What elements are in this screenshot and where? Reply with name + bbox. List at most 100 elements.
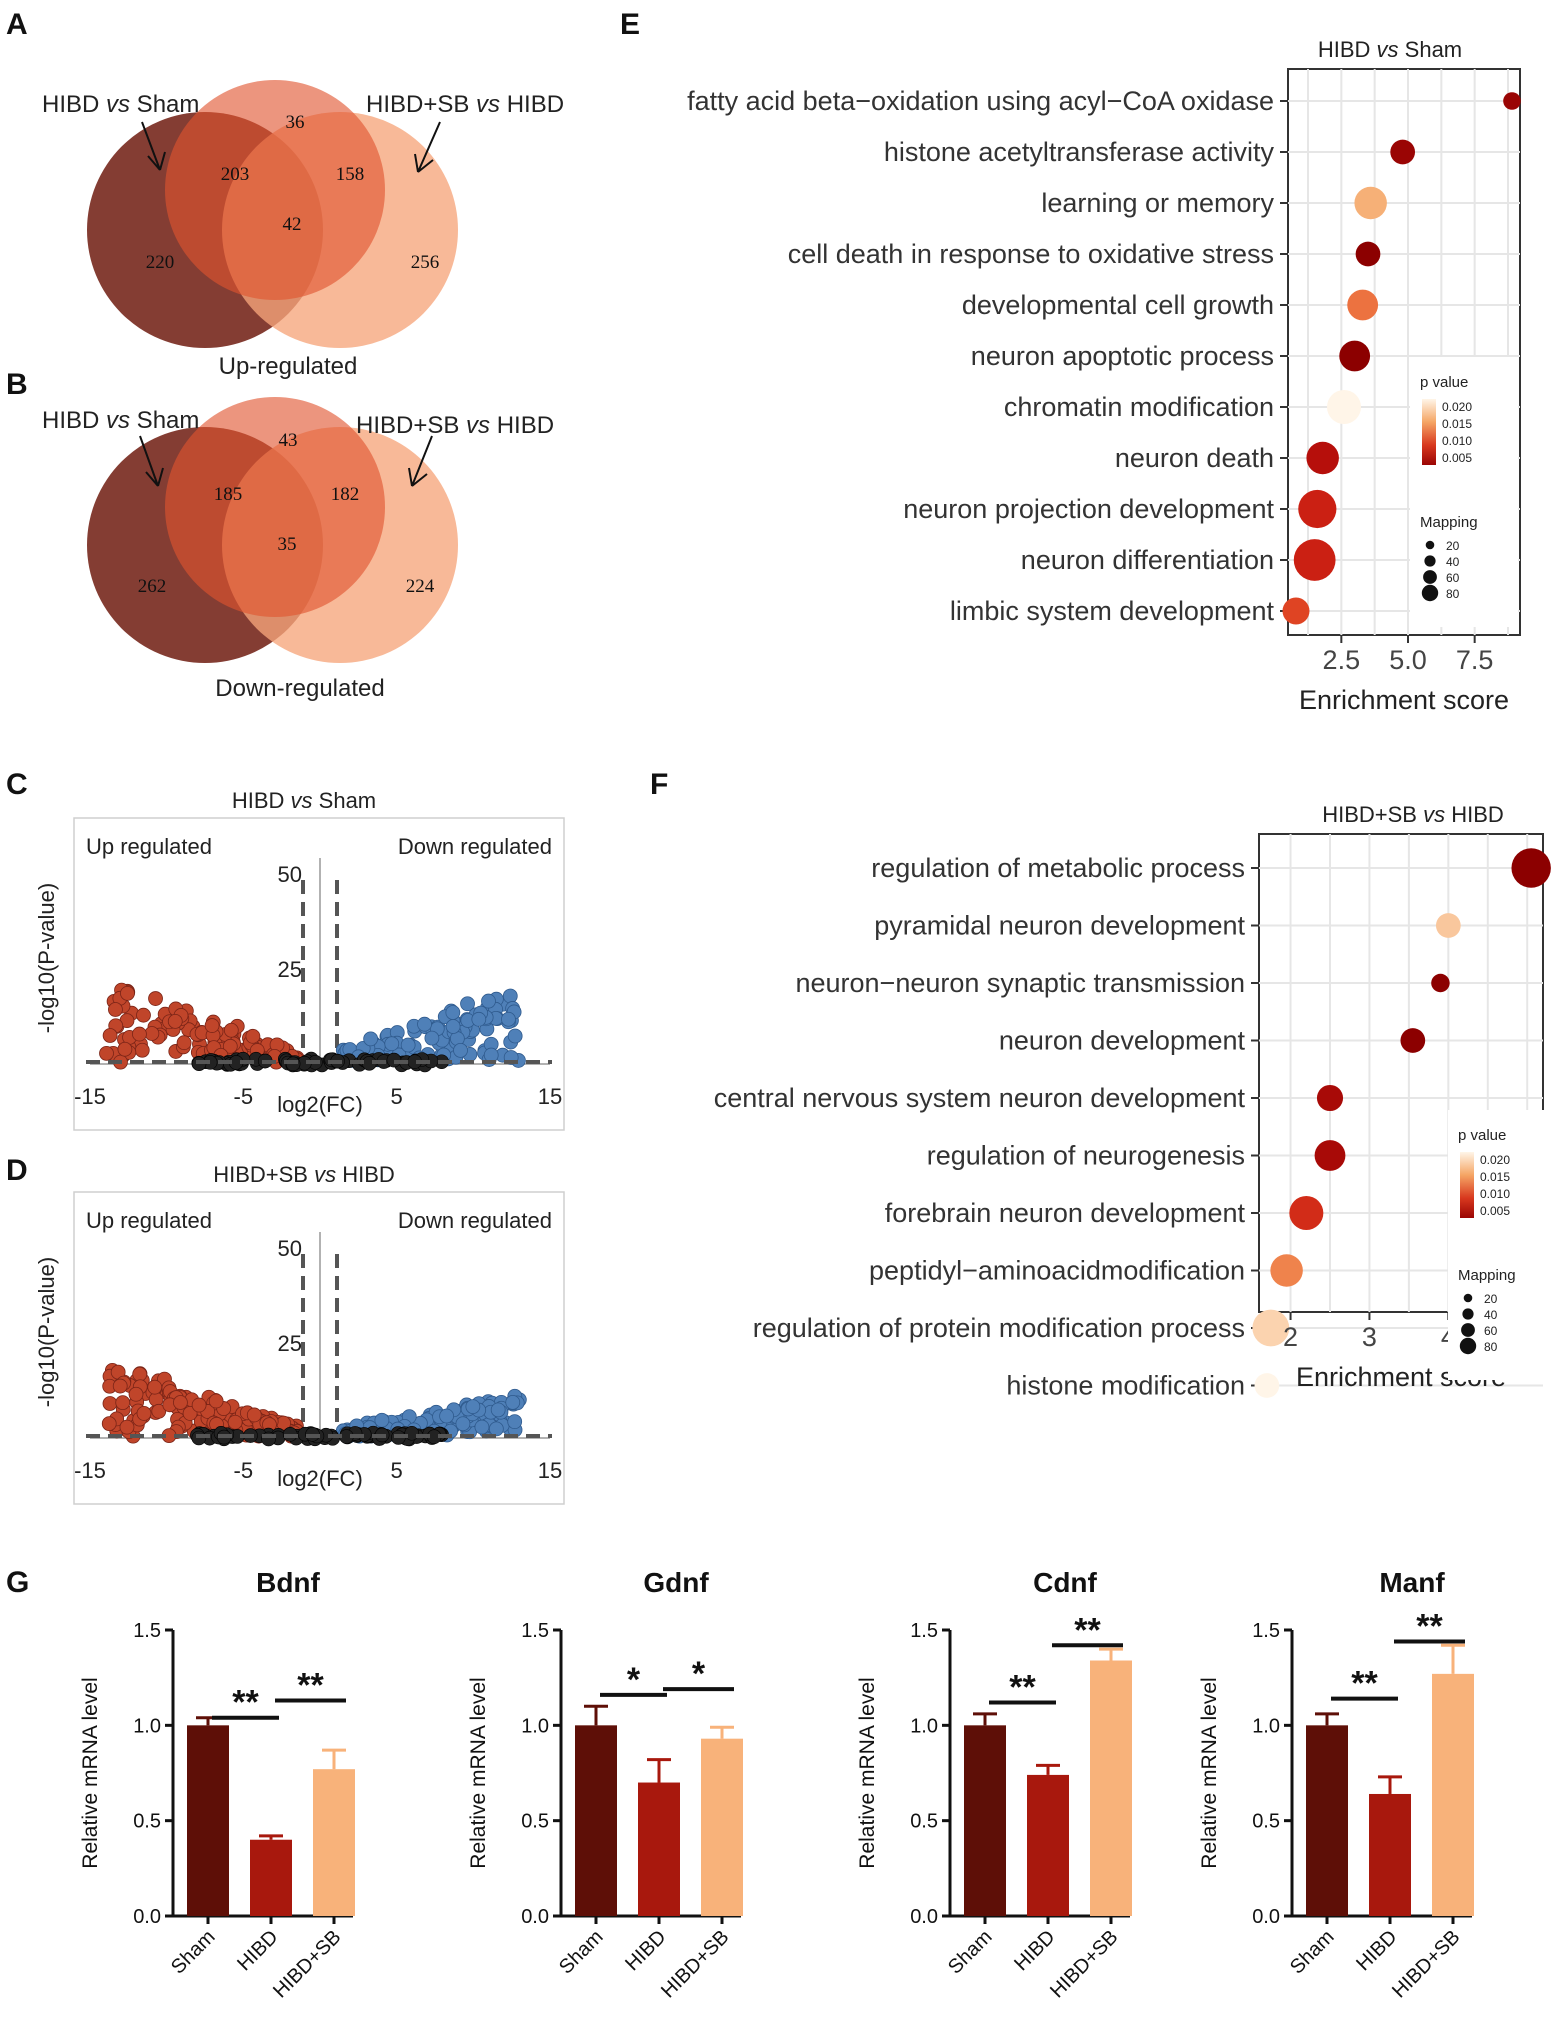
dotplot-xtick-label: 5.0 xyxy=(1389,645,1427,675)
bar-y-label: Relative mRNA level xyxy=(1198,1677,1221,1868)
volcano-point-up xyxy=(128,1386,144,1402)
dotplot-point xyxy=(1431,973,1450,993)
volcano-xtick: -5 xyxy=(234,1458,254,1483)
bar-category-label: Sham xyxy=(944,1926,997,1979)
dotplot-point xyxy=(1339,340,1371,372)
volcano-point-down xyxy=(417,1016,432,1032)
dotplot-legend-mapping-title: Mapping xyxy=(1420,514,1478,531)
dotplot-title: HIBD vs Sham xyxy=(1318,37,1462,62)
dotplot-point xyxy=(1289,1195,1324,1231)
volcano-xtick: -15 xyxy=(74,1084,106,1109)
bar-y-label: Relative mRNA level xyxy=(856,1677,879,1868)
dotplot-xtick-label: 7.5 xyxy=(1456,645,1494,675)
venn-count-top: 43 xyxy=(279,430,298,451)
bar-hibd-sb xyxy=(701,1738,743,1916)
dotplot-legend-mapping-tick: 40 xyxy=(1484,1308,1498,1322)
go-dotplot-hibd-sb-vs-hibd: HIBD+SB vs HIBD regulation of metabolic p… xyxy=(714,802,1556,1401)
volcano-point-down xyxy=(374,1412,390,1428)
volcano-y-label: -log10(P-value) xyxy=(34,883,59,1033)
dotplot-legend-pvalue-tick: 0.005 xyxy=(1442,451,1472,465)
dotplot-legend-pvalue-title: p value xyxy=(1458,1127,1506,1144)
venn-arrow-right xyxy=(414,121,441,173)
dotplot-legend-pvalue-tick: 0.010 xyxy=(1480,1187,1510,1201)
dotplot-term-label: central nervous system neuron developmen… xyxy=(714,1083,1246,1113)
dotplot-term-label: neuron−neuron synaptic transmission xyxy=(795,968,1245,998)
volcano-xtick: 5 xyxy=(391,1458,403,1483)
volcano-annotation-up: Up regulated xyxy=(86,834,212,859)
dotplot-point xyxy=(1282,597,1310,625)
dotplot-term-label: cell death in response to oxidative stre… xyxy=(788,239,1274,269)
dotplot-point xyxy=(1503,92,1521,110)
bar-sham xyxy=(187,1725,229,1916)
dotplot-point xyxy=(1390,139,1416,165)
bar-ytick-label: 1.0 xyxy=(1252,1715,1280,1737)
dotplot-legend-pvalue-title: p value xyxy=(1420,374,1468,391)
volcano-point-down xyxy=(455,1416,471,1432)
dotplot-term-label: limbic system development xyxy=(950,596,1275,626)
panel-letter-g: G xyxy=(6,1566,29,1599)
bar-category-label: HIBD+SB xyxy=(269,1926,345,2002)
panel-letter-f: F xyxy=(650,768,668,801)
dotplot-term-label: neuron development xyxy=(999,1026,1246,1056)
volcano-point-up xyxy=(246,1407,262,1423)
venn-set-label-right: HIBD+SB vs HIBD xyxy=(356,412,554,439)
significance-label-2: * xyxy=(692,1655,706,1693)
qpcr-bar-charts: Bdnf 0.0 0.5 1.0 1.5 Relative mRNA level Sham H… xyxy=(79,1567,1474,2002)
bar-ytick-label: 1.5 xyxy=(521,1620,549,1642)
dotplot-legend-colorbar xyxy=(1422,399,1436,465)
bar-category-label: HIBD+SB xyxy=(1388,1926,1464,2002)
dotplot-x-label: Enrichment score xyxy=(1299,685,1509,715)
bar-category-label: HIBD+SB xyxy=(1046,1926,1122,2002)
volcano-title: HIBD+SB vs HIBD xyxy=(213,1162,395,1187)
volcano-xtick: 15 xyxy=(538,1084,562,1109)
dotplot-legend-mapping-dot xyxy=(1424,555,1436,567)
volcano-point-up xyxy=(208,1393,224,1409)
volcano-xtick: 15 xyxy=(538,1458,562,1483)
volcano-point-down xyxy=(490,1402,506,1418)
volcano-frame xyxy=(73,1191,565,1505)
bar-ytick-label: 1.0 xyxy=(133,1715,161,1737)
volcano-point-up xyxy=(134,1042,150,1058)
bar-hibd xyxy=(1027,1774,1069,1916)
dotplot-legend-mapping-tick: 80 xyxy=(1484,1340,1498,1354)
venn-count-top: 36 xyxy=(286,112,305,133)
volcano-point-down xyxy=(445,1005,461,1020)
dotplot-legend-mapping-dot xyxy=(1462,1308,1474,1320)
bar-hibd-sb xyxy=(1090,1660,1132,1916)
bar-sham xyxy=(575,1725,617,1916)
volcano-point-up xyxy=(151,1403,167,1419)
venn-arrow-left xyxy=(141,121,166,171)
bar-sham xyxy=(1306,1725,1348,1916)
panel-letter-e: E xyxy=(620,8,640,41)
dotplot-legend-mapping-dot xyxy=(1421,584,1439,602)
dotplot-point xyxy=(1400,1028,1426,1053)
dotplot-point xyxy=(1270,1254,1303,1287)
dotplot-term-label: forebrain neuron development xyxy=(885,1198,1246,1228)
venn-set-label-left: HIBD vs Sham xyxy=(42,91,199,118)
venn-count-right-mid: 182 xyxy=(331,484,360,505)
dotplot-point xyxy=(1326,389,1362,425)
volcano-y-label: -log10(P-value) xyxy=(34,1257,59,1407)
dotplot-legend-mapping-dot xyxy=(1463,1293,1473,1303)
significance-label-1: ** xyxy=(1009,1668,1036,1706)
dotplot-term-label: peptidyl−aminoacidmodification xyxy=(869,1256,1245,1286)
dotplot-title: HIBD+SB vs HIBD xyxy=(1322,802,1504,827)
volcano-point-up xyxy=(191,1397,207,1413)
bar-y-label: Relative mRNA level xyxy=(79,1677,102,1868)
volcano-point-up xyxy=(132,1366,148,1382)
volcano-annotation-down: Down regulated xyxy=(398,834,552,859)
dotplot-legend-pvalue-tick: 0.015 xyxy=(1480,1170,1510,1184)
bar-category-label: HIBD xyxy=(1010,1926,1059,1975)
venn-circle-top xyxy=(165,80,385,300)
dotplot-point xyxy=(1347,289,1379,321)
volcano-point-down xyxy=(502,988,518,1004)
bar-ytick-label: 0.5 xyxy=(133,1811,161,1833)
volcano-ytick-50: 50 xyxy=(278,1236,302,1261)
dotplot-point xyxy=(1293,539,1336,581)
bar-ytick-label: 0.5 xyxy=(910,1811,938,1833)
volcano-point-down xyxy=(400,1037,416,1053)
volcano-plot-hibd-vs-sham: HIBD vs Sham Up regulated Down regulated 50… xyxy=(34,788,565,1131)
volcano-point-up xyxy=(117,1041,133,1057)
